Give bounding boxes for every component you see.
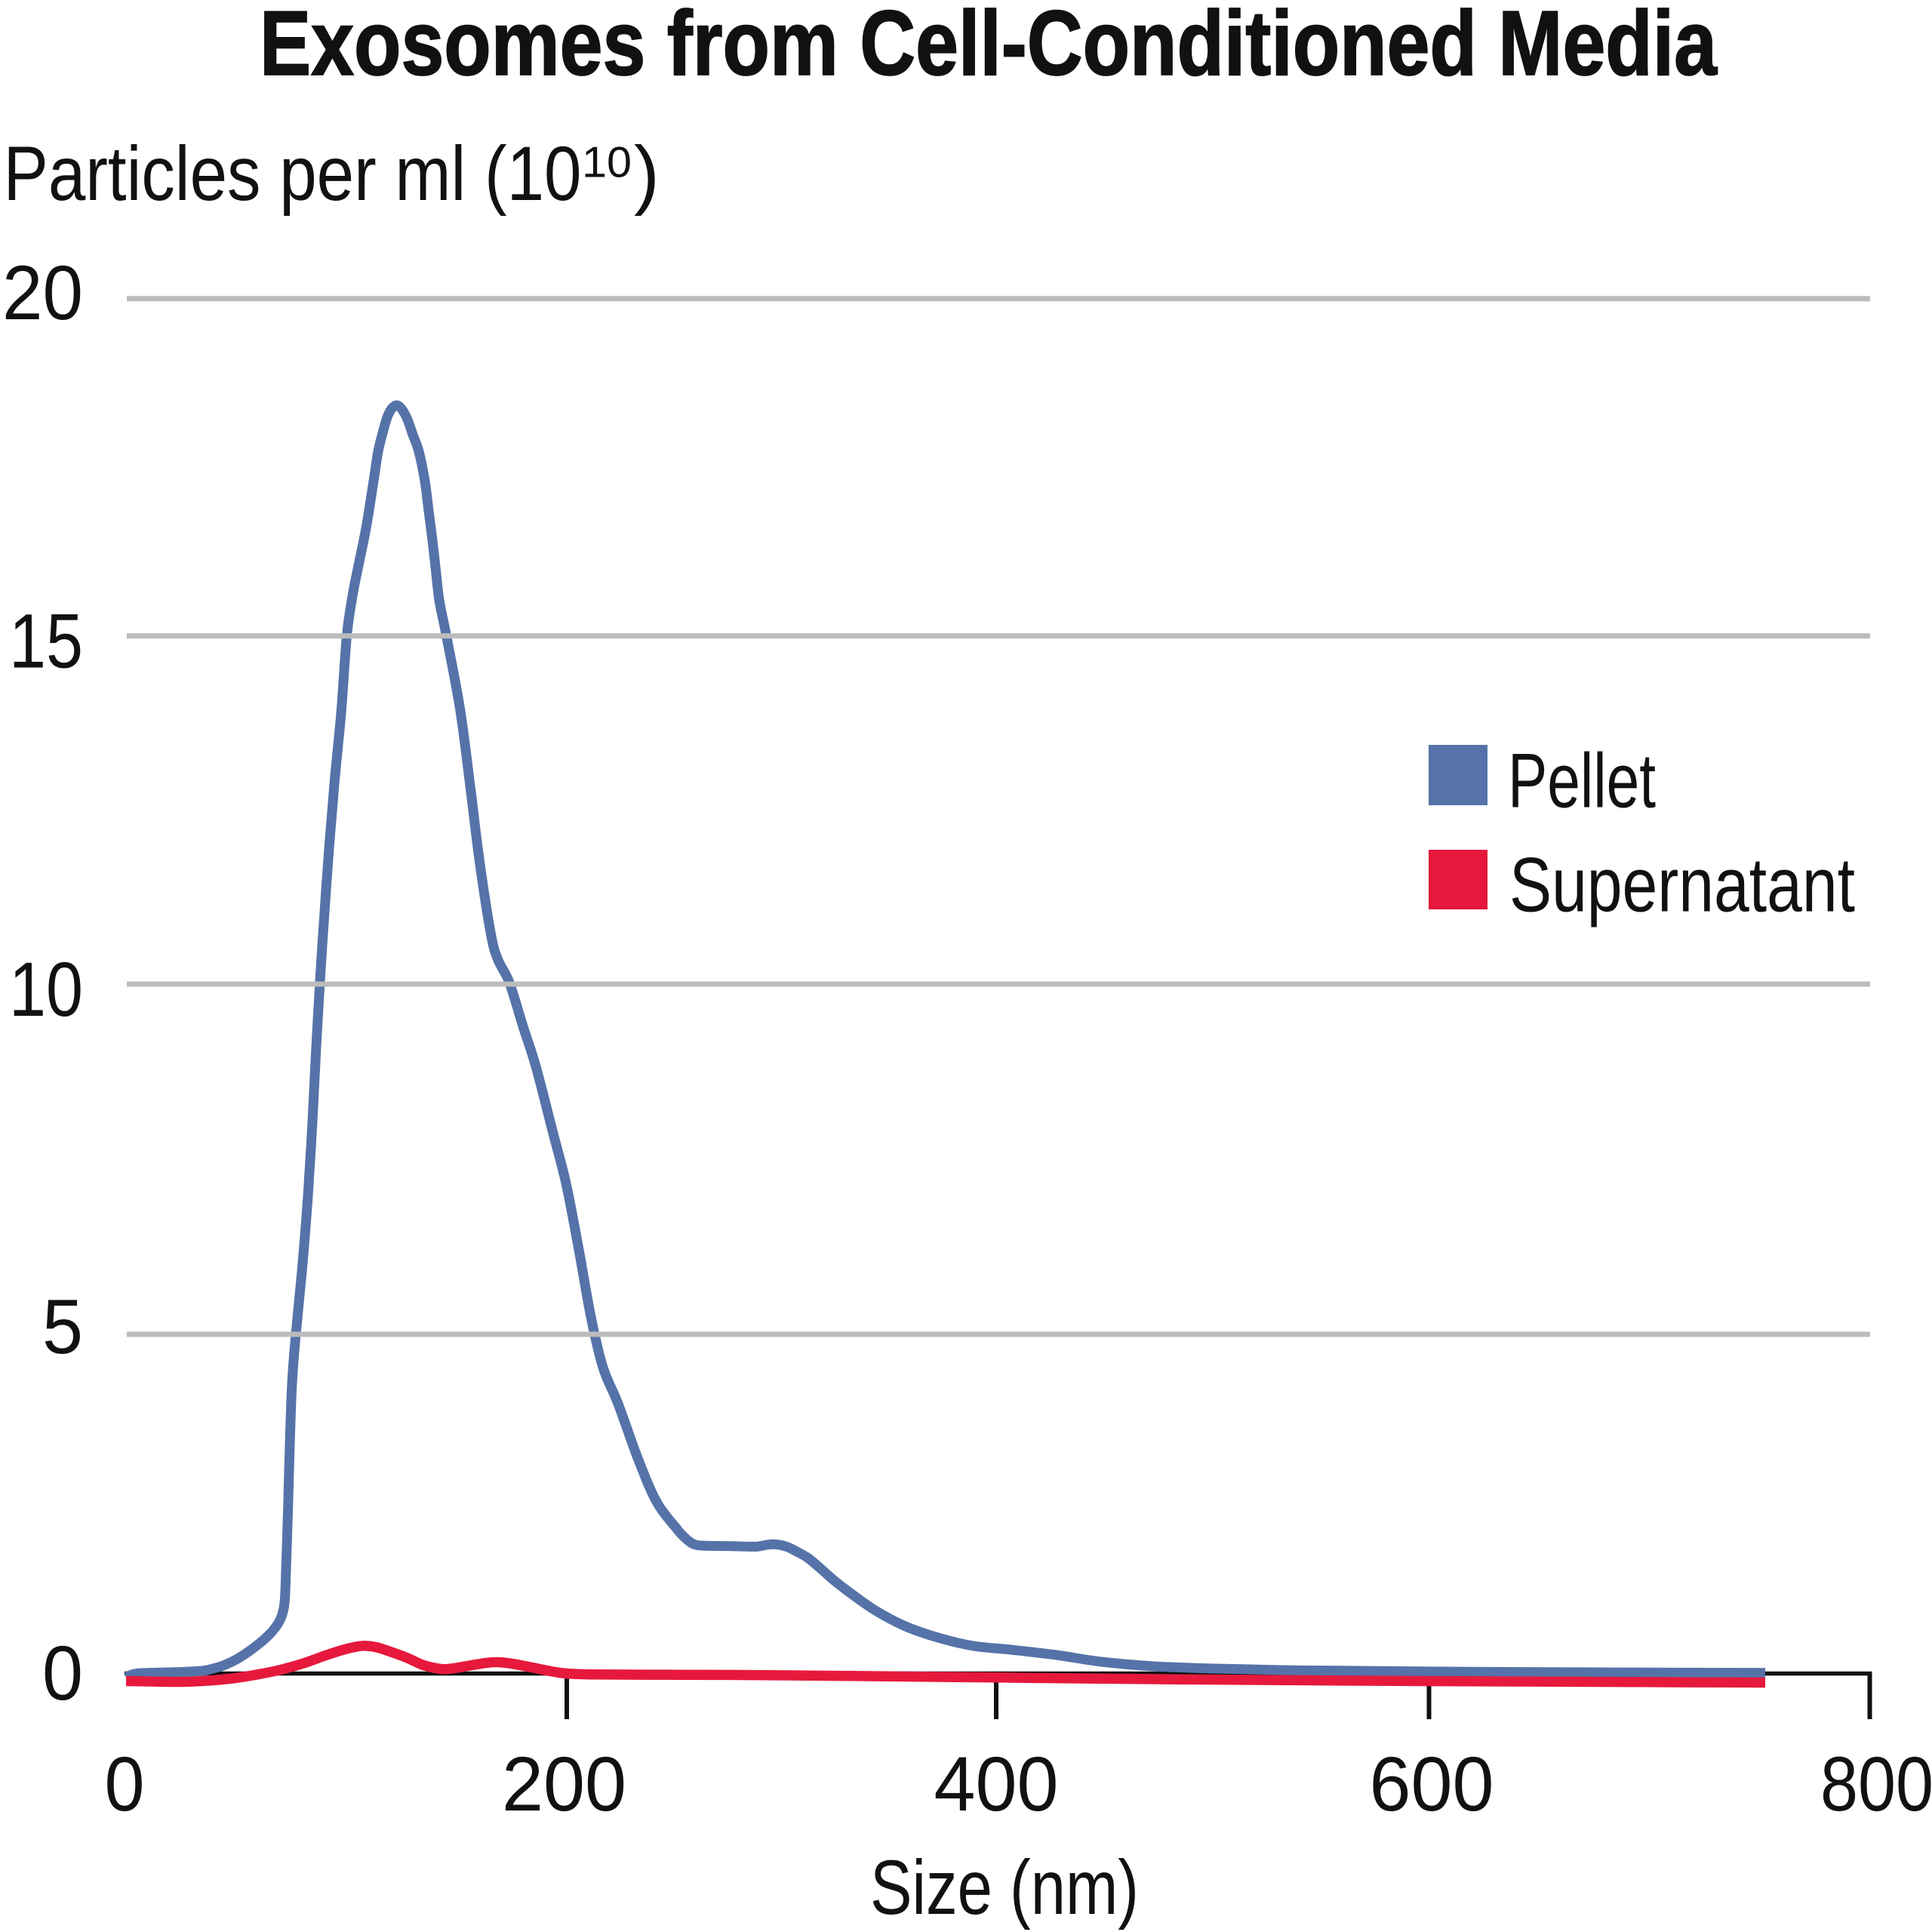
svg-text:Size (nm): Size (nm) [870,1844,1139,1930]
svg-text:10: 10 [9,946,83,1032]
svg-text:5: 5 [42,1284,83,1370]
svg-text:Particles per ml (10: Particles per ml (10 [4,131,582,217]
svg-text:Supernatant: Supernatant [1509,841,1855,928]
svg-text:800: 800 [1820,1741,1932,1827]
svg-text:0: 0 [42,1630,83,1716]
svg-text:): ) [634,131,660,217]
svg-text:10: 10 [582,139,632,187]
svg-text:15: 15 [9,598,83,685]
svg-text:600: 600 [1370,1741,1494,1827]
svg-text:Pellet: Pellet [1508,737,1656,823]
svg-text:400: 400 [934,1741,1059,1827]
svg-text:20: 20 [2,250,83,336]
svg-text:Exosomes from Cell-Conditioned: Exosomes from Cell-Conditioned Media [260,0,1718,94]
svg-text:0: 0 [105,1741,145,1827]
svg-text:200: 200 [502,1741,626,1827]
